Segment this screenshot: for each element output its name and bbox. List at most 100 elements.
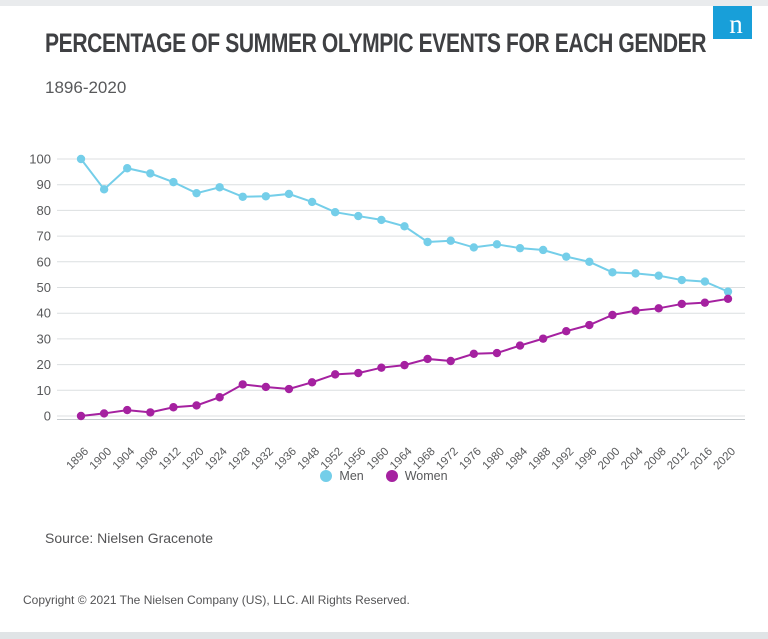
data-point-women [700,298,710,307]
x-tick-label: 1908 [134,446,161,470]
data-point-women [215,393,224,402]
x-tick-label: 2016 [688,446,715,470]
data-point-women [330,370,340,379]
data-point-women [631,306,640,315]
x-tick-label: 1948 [296,446,323,470]
y-tick-label: 50 [37,280,51,295]
y-tick-label: 40 [37,306,51,321]
y-tick-label: 30 [37,331,51,346]
data-point-women [423,354,432,364]
data-point-women [446,356,455,366]
x-tick-label: 2020 [712,446,739,470]
data-point-men [377,215,386,225]
data-point-men [723,287,733,296]
data-point-women [400,360,409,370]
data-point-women [562,326,571,336]
data-point-men [446,236,455,245]
data-point-men [123,164,132,173]
data-point-women [469,349,479,359]
data-point-women [538,334,548,343]
page-title: PERCENTAGE OF SUMMER OLYMPIC EVENTS FOR … [45,28,707,58]
x-tick-label: 1984 [504,445,531,470]
x-tick-label: 2008 [642,446,669,470]
x-tick-label: 1904 [111,445,138,470]
x-tick-label: 1928 [226,446,253,470]
y-tick-label: 80 [37,203,51,218]
source-text: Source: Nielsen Gracenote [45,530,214,546]
data-point-women [608,310,617,320]
data-point-women [585,320,594,330]
nielsen-logo-letter: n [729,8,743,39]
page-subtitle: 1896-2020 [45,78,127,97]
legend-item-men: Men [320,469,364,483]
copyright-text: Copyright © 2021 The Nielsen Company (US… [23,593,410,607]
data-point-men [192,188,201,198]
x-tick-label: 1992 [550,446,577,470]
data-point-men [469,243,479,252]
x-tick-label: 1932 [249,446,276,470]
data-point-men [515,243,525,253]
y-tick-label: 20 [37,357,51,372]
women-series-dot-icon [385,470,398,482]
y-tick-label: 10 [37,383,51,398]
data-point-women [192,401,201,410]
x-tick-label: 1920 [180,446,207,470]
data-point-men [76,154,86,164]
data-point-men [354,211,363,221]
y-tick-label: 90 [37,177,51,192]
y-tick-label: 60 [37,254,51,269]
data-point-men [677,275,686,285]
data-point-men [215,183,224,192]
x-tick-label: 1964 [388,445,415,470]
data-point-men [538,245,548,255]
x-tick-label: 1936 [273,446,300,470]
data-point-women [284,384,294,394]
data-point-women [146,408,155,417]
x-tick-label: 1956 [342,446,369,470]
x-tick-label: 1972 [434,446,461,470]
data-point-men [631,269,640,278]
x-tick-label: 1912 [157,446,184,470]
x-tick-label: 1976 [457,446,484,470]
data-point-women [123,405,132,415]
data-point-women [654,304,663,313]
data-point-men [562,252,571,261]
data-point-women [723,294,733,304]
data-point-women [677,299,686,309]
x-tick-label: 1968 [411,446,438,470]
chart-area: 0 10 20 30 40 50 60 70 80 90 100 1896 1900 1904 1908 19… [29,152,745,470]
bottom-edge-strip [0,632,768,639]
x-tick-label: 1960 [365,446,392,470]
data-point-men [146,169,155,178]
x-tick-label: 2000 [596,446,623,470]
data-point-men [169,177,178,187]
x-tick-label: 2012 [665,446,692,470]
chart-legend: Men Women [0,469,768,483]
data-point-women [238,380,247,389]
data-point-women [354,368,363,378]
x-tick-label: 1896 [65,446,92,470]
x-tick-label: 1924 [203,445,230,470]
data-point-men [492,240,502,249]
x-tick-label: 2004 [619,445,646,470]
data-point-women [307,378,317,387]
data-point-women [515,341,525,350]
legend-item-women: Women [385,469,448,483]
data-point-men [284,189,294,199]
data-point-women [169,403,178,412]
data-point-women [492,348,502,358]
data-point-men [700,277,710,286]
data-point-men [261,192,271,201]
data-point-men [400,222,409,231]
data-point-men [423,237,432,247]
data-point-men [330,207,340,217]
data-point-women [76,411,86,421]
data-point-women [377,363,386,372]
x-tick-label: 1980 [480,446,507,470]
legend-label-women: Women [404,469,448,483]
x-tick-label: 1952 [319,446,346,470]
y-tick-label: 100 [29,152,51,167]
legend-label-men: Men [339,469,364,483]
top-edge-strip [0,0,768,6]
data-point-men [585,257,594,266]
